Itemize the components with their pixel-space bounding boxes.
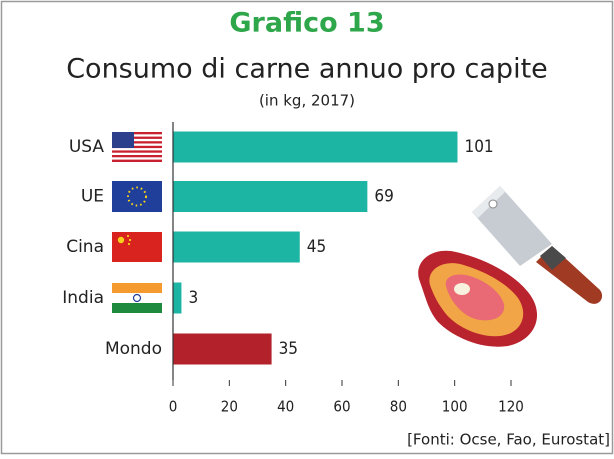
cleaver-illustration <box>472 186 603 304</box>
source-note: [Fonti: Ocse, Fao, Eurostat] <box>407 431 610 449</box>
flag-china <box>112 232 162 262</box>
bar <box>173 231 300 263</box>
steak-illustration <box>418 250 538 347</box>
chart-title: Grafico 13 <box>229 8 384 39</box>
category-label: India <box>62 288 104 308</box>
x-tick-label: 120 <box>498 398 524 416</box>
value-label: 45 <box>307 237 326 257</box>
bar <box>173 181 368 212</box>
bar <box>173 282 182 314</box>
value-label: 101 <box>464 137 493 157</box>
x-tick-label: 100 <box>442 398 468 416</box>
x-tick-label: 0 <box>169 398 178 416</box>
category-label: Mondo <box>105 339 162 359</box>
flag-usa <box>112 132 162 162</box>
chart-subtitle: Consumo di carne annuo pro capite <box>66 54 548 85</box>
x-tick-label: 20 <box>221 398 238 416</box>
x-tick-label: 40 <box>277 398 294 416</box>
flag-eu <box>112 181 162 212</box>
value-label: 69 <box>374 187 393 207</box>
category-label: Cina <box>66 237 104 257</box>
bar <box>173 333 272 365</box>
category-label: UE <box>81 187 104 207</box>
unit-note: (in kg, 2017) <box>259 92 355 110</box>
x-tick-label: 60 <box>333 398 350 416</box>
category-label: USA <box>69 137 105 157</box>
value-label: 3 <box>188 288 198 308</box>
x-tick-label: 80 <box>390 398 407 416</box>
value-label: 35 <box>279 339 298 359</box>
flag-india <box>112 283 162 313</box>
bar <box>173 131 458 163</box>
